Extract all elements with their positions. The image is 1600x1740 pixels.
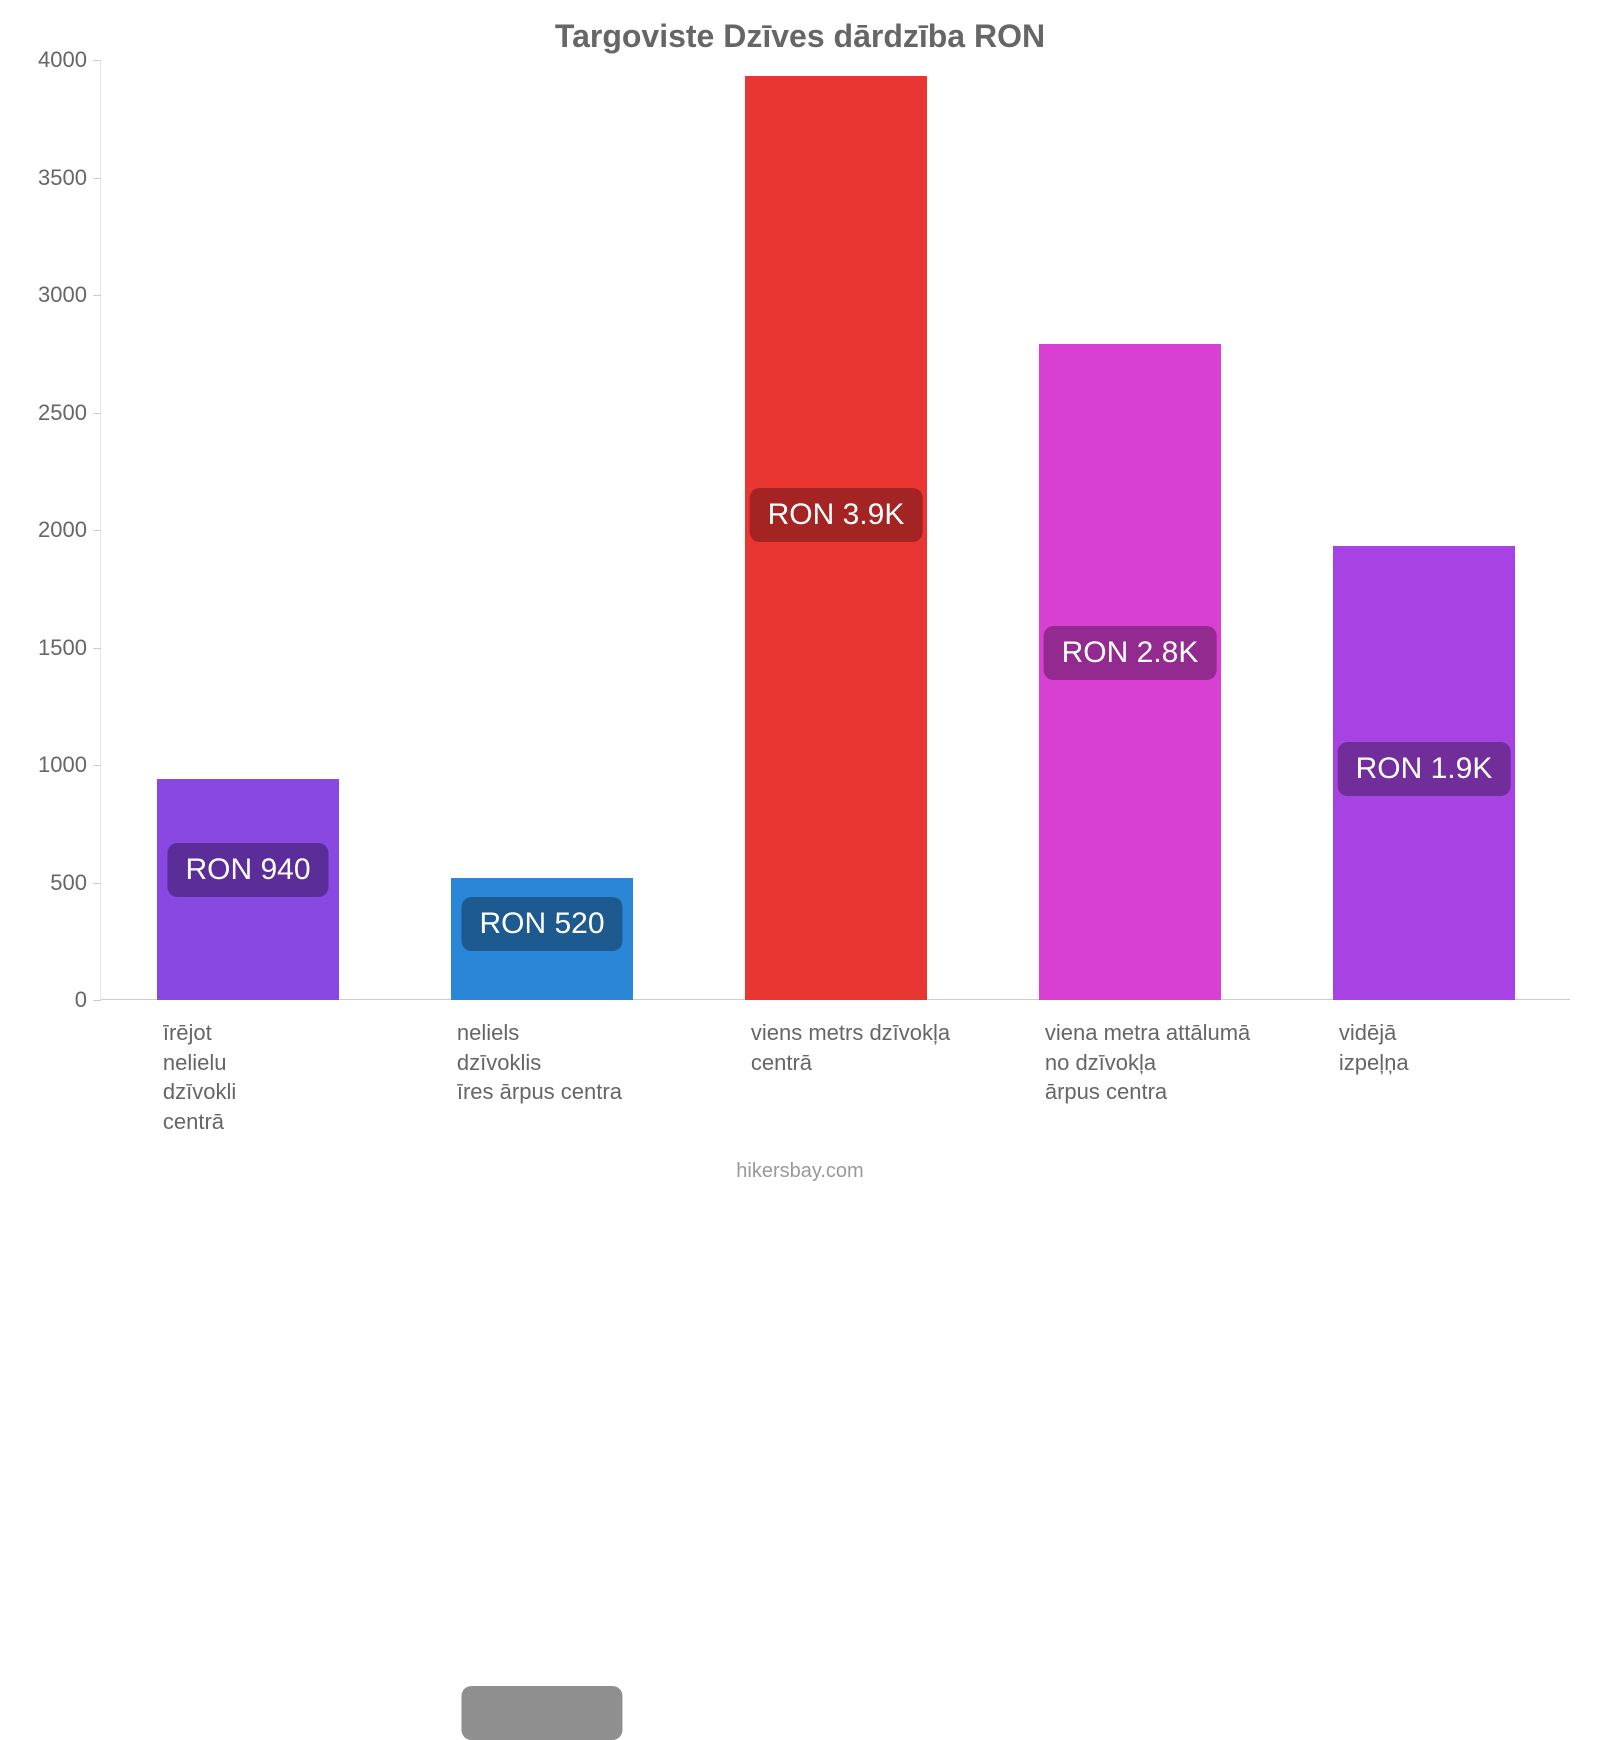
x-category-label: vidējā izpeļņa: [1339, 1018, 1409, 1077]
bar: RON 2.8K: [1039, 344, 1221, 1000]
chart-container: Targoviste Dzīves dārdzība RON 050010001…: [0, 0, 1600, 1200]
y-tick-label: 4000: [38, 47, 101, 73]
y-tick-label: 2000: [38, 517, 101, 543]
plot-area: 05001000150020002500300035004000RON 940ī…: [100, 60, 1570, 1000]
y-tick-label: 2500: [38, 400, 101, 426]
attribution-text: hikersbay.com: [0, 1160, 1600, 1183]
chart-title: Targoviste Dzīves dārdzība RON: [0, 18, 1600, 55]
bar: RON 3.9K: [745, 76, 927, 1000]
bar: RON 1.9K: [1333, 546, 1515, 1000]
bar-value-label: RON 520: [461, 897, 622, 951]
bar-value-label-shadow: RON 520: [461, 1686, 622, 1740]
bar-value-label: RON 3.9K: [750, 488, 923, 542]
bar-value-label: RON 1.9K: [1338, 742, 1511, 796]
y-tick-label: 1500: [38, 635, 101, 661]
bar: RON 520RON 520: [451, 878, 633, 1000]
x-category-label: īrējot nelielu dzīvokli centrā: [163, 1018, 236, 1137]
y-tick-label: 3500: [38, 165, 101, 191]
x-category-label: viena metra attālumā no dzīvokļa ārpus c…: [1045, 1018, 1250, 1107]
bar-value-label: RON 940: [167, 843, 328, 897]
x-category-label: neliels dzīvoklis īres ārpus centra: [457, 1018, 622, 1107]
bar: RON 940: [157, 779, 339, 1000]
x-category-label: viens metrs dzīvokļa centrā: [751, 1018, 950, 1077]
y-tick-label: 500: [50, 870, 101, 896]
y-tick-label: 3000: [38, 282, 101, 308]
y-tick-label: 1000: [38, 752, 101, 778]
bar-value-label: RON 2.8K: [1044, 626, 1217, 680]
y-tick-label: 0: [75, 987, 101, 1013]
